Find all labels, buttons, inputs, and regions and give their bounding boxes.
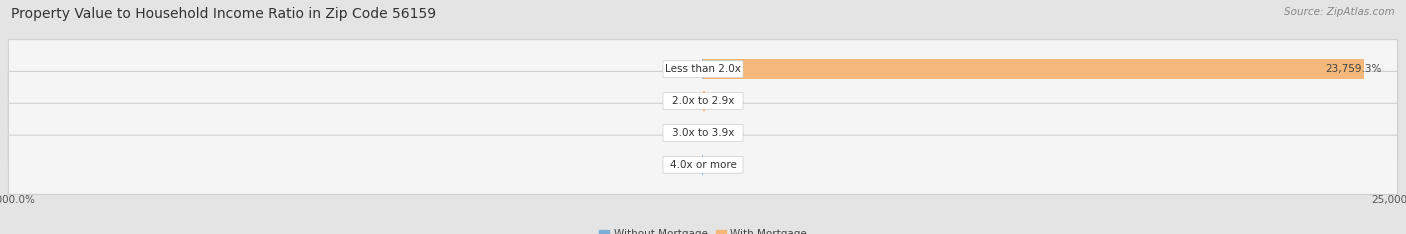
Bar [703, 59, 1364, 79]
Legend: Without Mortgage, With Mortgage: Without Mortgage, With Mortgage [595, 225, 811, 234]
FancyBboxPatch shape [8, 135, 1398, 194]
Text: Less than 2.0x: Less than 2.0x [665, 64, 741, 74]
Text: 4.0x or more: 4.0x or more [669, 160, 737, 170]
Text: 2.0x to 2.9x: 2.0x to 2.9x [672, 96, 734, 106]
Bar [703, 91, 704, 111]
FancyBboxPatch shape [8, 103, 1398, 163]
Text: Source: ZipAtlas.com: Source: ZipAtlas.com [1284, 7, 1395, 17]
FancyBboxPatch shape [8, 40, 1398, 99]
Text: 8.7%: 8.7% [706, 160, 733, 170]
Text: 28.5%: 28.5% [666, 160, 699, 170]
Text: 14.4%: 14.4% [666, 128, 700, 138]
FancyBboxPatch shape [664, 124, 742, 141]
FancyBboxPatch shape [8, 71, 1398, 131]
FancyBboxPatch shape [664, 61, 742, 78]
Text: 65.9%: 65.9% [707, 96, 741, 106]
FancyBboxPatch shape [664, 93, 742, 110]
Text: Property Value to Household Income Ratio in Zip Code 56159: Property Value to Household Income Ratio… [11, 7, 436, 21]
Text: 16.1%: 16.1% [706, 128, 740, 138]
FancyBboxPatch shape [664, 156, 742, 173]
Text: 23,759.3%: 23,759.3% [1326, 64, 1382, 74]
Text: 42.0%: 42.0% [666, 64, 699, 74]
Text: 15.2%: 15.2% [666, 96, 700, 106]
Text: 3.0x to 3.9x: 3.0x to 3.9x [672, 128, 734, 138]
